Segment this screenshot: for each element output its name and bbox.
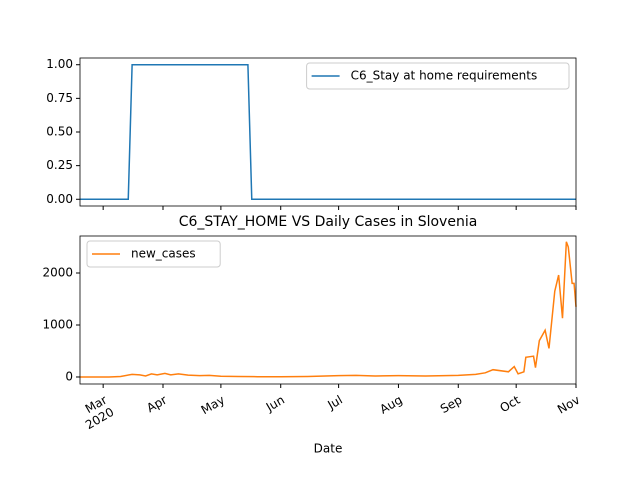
x-tick-label-group: Jul: [324, 393, 344, 413]
y-tick-label: 1000: [42, 317, 73, 331]
y-tick-label: 1.00: [46, 57, 73, 71]
y-tick-label: 0: [65, 369, 73, 383]
y-tick-label: 2000: [42, 266, 73, 280]
line: [80, 63, 576, 201]
y-tick-label: 0.25: [46, 158, 73, 172]
y-tick-label: 0.75: [46, 91, 73, 105]
line: [80, 241, 577, 378]
legend-box: [86, 240, 221, 268]
chart-title: C6_STAY_HOME VS Daily Cases in Slovenia: [179, 214, 478, 230]
x-axis-label: Date: [314, 442, 343, 456]
legend-label: C6_Stay at home requirements: [351, 69, 538, 83]
legend-label: new_cases: [131, 247, 196, 261]
axes-frame: [79, 235, 577, 385]
y-tick-label: 0.50: [46, 125, 73, 139]
x-tick-label: Jul: [324, 393, 344, 413]
axes-frame: [79, 57, 577, 207]
y-tick-label: 0.00: [46, 192, 73, 206]
legend-box: [306, 62, 570, 90]
